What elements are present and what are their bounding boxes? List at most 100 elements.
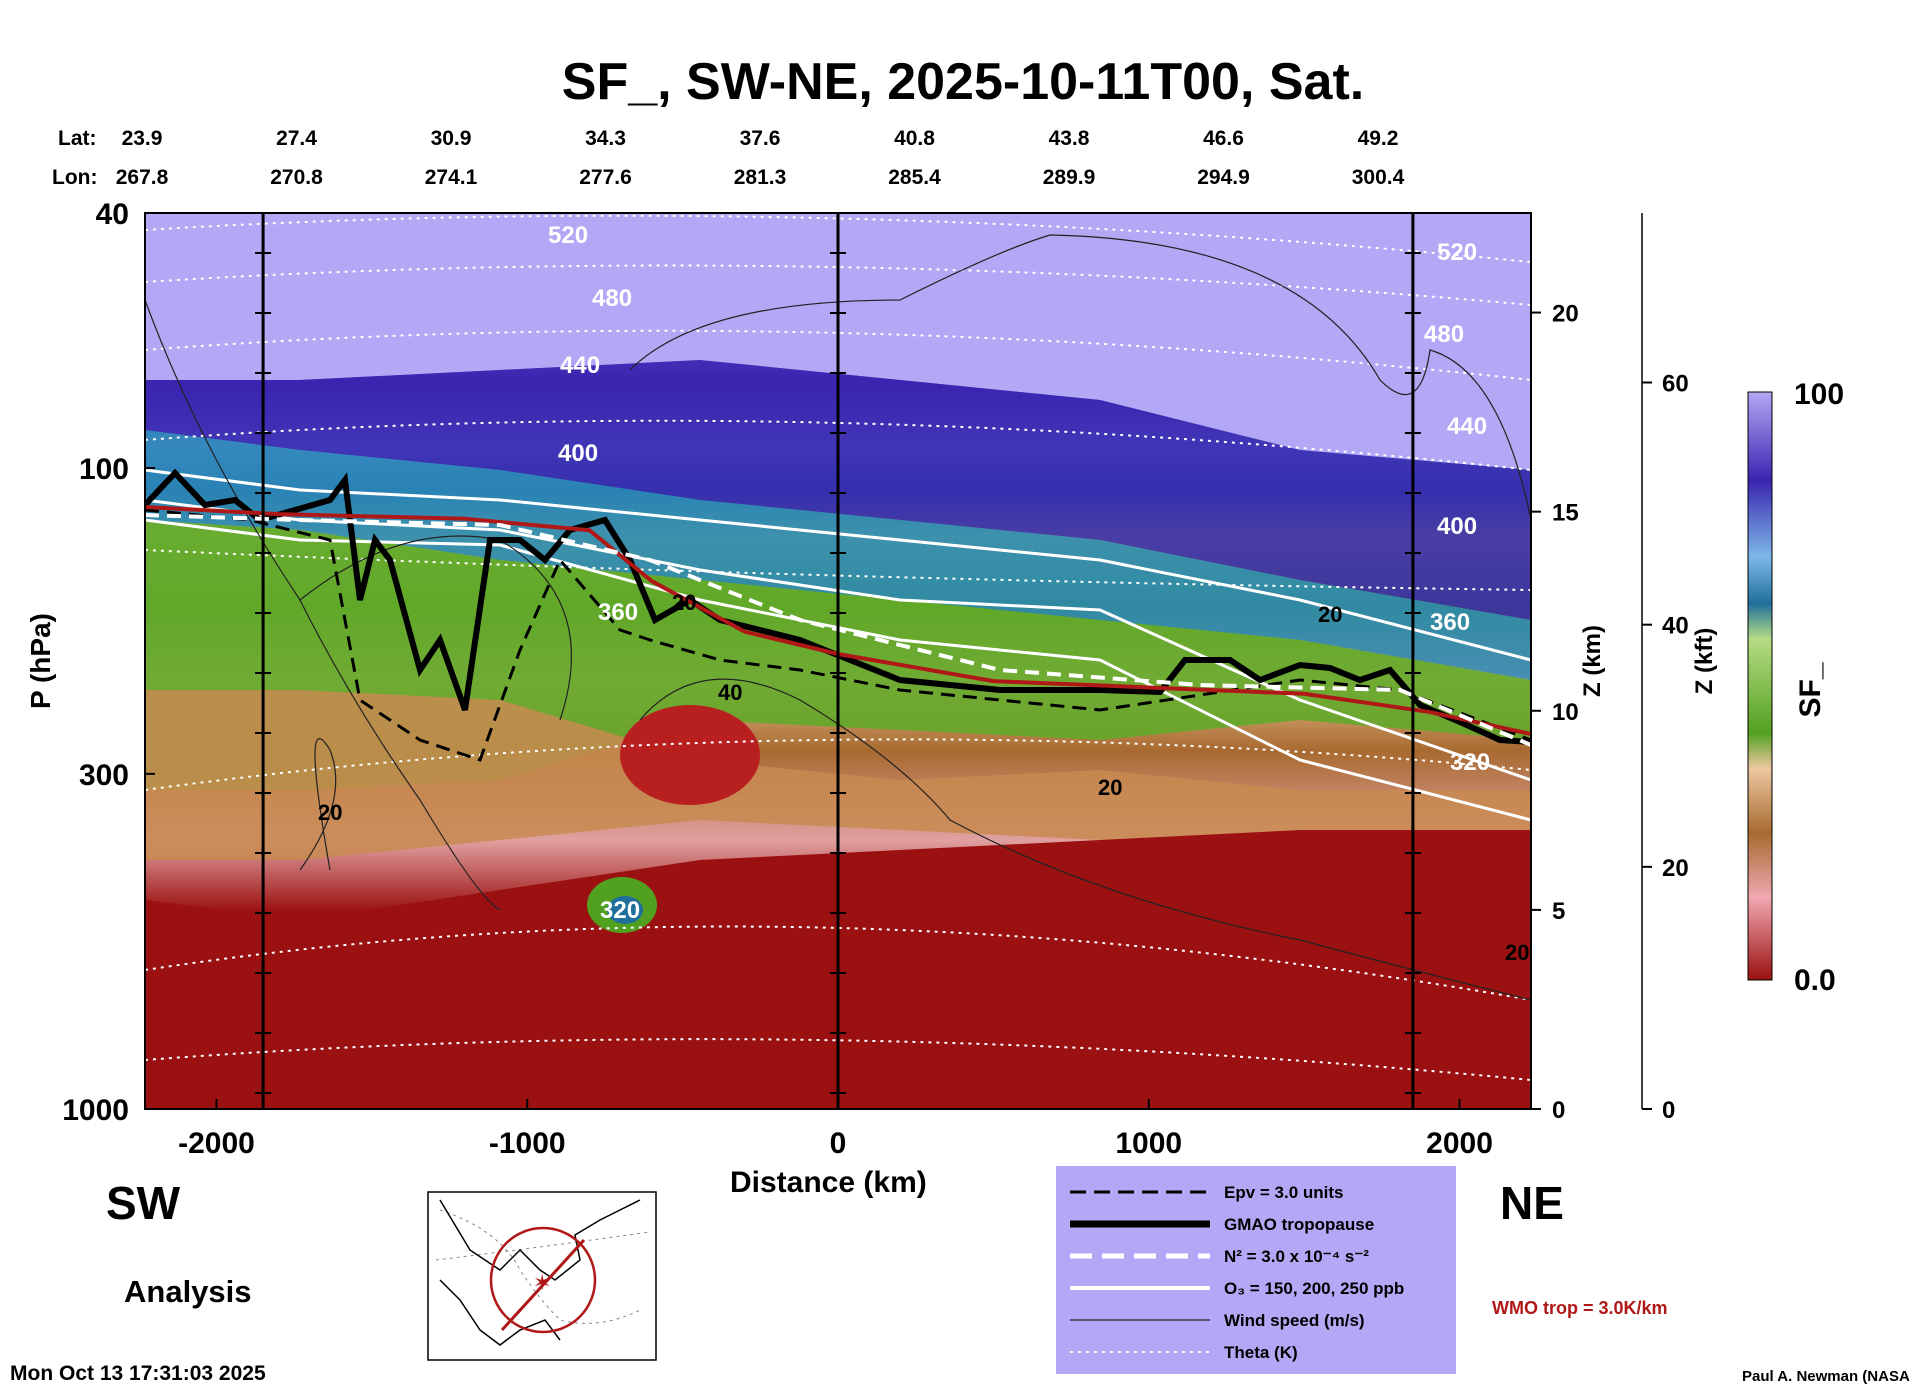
wmo-tropopause-line	[145, 505, 1531, 736]
z-km-label: Z (km)	[1579, 625, 1606, 697]
lat-value: 49.2	[1358, 127, 1399, 150]
wmo-note: WMO trop = 3.0K/km	[1492, 1298, 1668, 1318]
wind-label: 20	[1318, 602, 1342, 627]
wind-label: 20	[1505, 940, 1529, 965]
blue-pocket	[607, 896, 643, 924]
lon-label: Lon:	[52, 166, 97, 189]
direction-sw: SW	[106, 1177, 181, 1229]
red-anomaly	[620, 705, 760, 805]
lon-value: 274.1	[425, 166, 478, 189]
y-tick-label: 300	[79, 759, 129, 792]
lon-value: 300.4	[1352, 166, 1405, 189]
theta-label: 440	[1447, 413, 1487, 440]
inset-center-marker: ✶	[533, 1270, 551, 1295]
theta-label: 440	[560, 352, 600, 379]
z-kft-tick-label: 0	[1662, 1097, 1675, 1124]
gmao-tropopause	[145, 468, 1531, 745]
credit: Paul A. Newman (NASA	[1742, 1368, 1910, 1385]
wind-label: 20	[1098, 775, 1122, 800]
legend-wind-text: Wind speed (m/s)	[1224, 1311, 1365, 1330]
direction-ne: NE	[1500, 1177, 1564, 1229]
theta-label: 480	[592, 285, 632, 312]
lat-value: 37.6	[740, 127, 781, 150]
analysis-label: Analysis	[124, 1274, 252, 1309]
lon-value: 270.8	[270, 166, 323, 189]
legend-theta-text: Theta (K)	[1224, 1343, 1298, 1362]
legend-theta: Theta (K)	[1056, 1338, 1456, 1368]
theta-label: 520	[548, 222, 588, 249]
lat-label: Lat:	[58, 127, 97, 150]
theta-label: 480	[1424, 321, 1464, 348]
lon-value: 285.4	[888, 166, 941, 189]
y-tick-label: 100	[79, 453, 129, 486]
timestamp: Mon Oct 13 17:31:03 2025	[10, 1362, 266, 1385]
theta-contours	[145, 214, 1531, 1081]
x-tick-label: -2000	[178, 1127, 255, 1160]
legend-tropopause-text: GMAO tropopause	[1224, 1215, 1375, 1234]
theta-label: 400	[558, 440, 598, 467]
vertical-marker-lines	[255, 213, 1421, 1109]
x-axis-label: Distance (km)	[730, 1166, 927, 1199]
wind-label: 20	[672, 590, 696, 615]
z-kft-tick-label: 40	[1662, 613, 1689, 640]
legend-wind: Wind speed (m/s)	[1056, 1306, 1456, 1336]
y-axis: 40 100 300 1000	[62, 198, 155, 1127]
z-kft-axis: 0 20 40 60	[1641, 213, 1689, 1124]
legend-n2: N² = 3.0 x 10⁻⁴ s⁻²	[1056, 1242, 1456, 1272]
lon-value: 281.3	[734, 166, 787, 189]
y-axis-label: P (hPa)	[25, 613, 56, 709]
lon-value: 267.8	[116, 166, 169, 189]
theta-label: 360	[1430, 609, 1470, 636]
colorbar-label: SF_	[1794, 662, 1827, 717]
theta-label: 400	[1437, 513, 1477, 540]
inset-section-line	[500, 1238, 586, 1332]
wind-label: 40	[718, 680, 742, 705]
chart-title: SF_, SW-NE, 2025-10-11T00, Sat.	[561, 53, 1365, 111]
lat-value: 30.9	[431, 127, 472, 150]
legend-epv-text: Epv = 3.0 units	[1224, 1183, 1344, 1202]
x-tick-label: 2000	[1426, 1127, 1493, 1160]
legend: Epv = 3.0 units GMAO tropopause N² = 3.0…	[1056, 1166, 1456, 1374]
wind-label-group: 20 40 20 20 20 20	[318, 590, 1529, 965]
lon-value: 289.9	[1043, 166, 1096, 189]
z-km-tick-label: 10	[1552, 699, 1579, 726]
legend-epv: Epv = 3.0 units	[1056, 1178, 1456, 1208]
colorbar-min-label: 0.0	[1794, 964, 1836, 997]
lat-value: 43.8	[1049, 127, 1090, 150]
theta-label-group: 520 480 440 400 360 520 480 440 400 360 …	[548, 222, 1490, 924]
legend-tropopause: GMAO tropopause	[1056, 1210, 1456, 1240]
lat-lon-header: Lat: Lon: 23.9 267.8 27.4 270.8 30.9 274.1 34.3 2…	[52, 127, 1405, 189]
lon-value: 277.6	[579, 166, 632, 189]
lat-value: 40.8	[894, 127, 935, 150]
x-tick-label: -1000	[489, 1127, 566, 1160]
y-tick-label: 40	[96, 198, 129, 231]
lat-value: 23.9	[122, 127, 163, 150]
x-axis: -2000 -1000 0 1000 2000	[178, 1099, 1493, 1160]
lat-value: 34.3	[585, 127, 626, 150]
z-km-tick-label: 0	[1552, 1097, 1565, 1124]
wind-label: 20	[318, 800, 342, 825]
inset-range-circle	[489, 1226, 597, 1334]
x-tick-label: 0	[830, 1127, 847, 1160]
z-km-tick-label: 5	[1552, 898, 1565, 925]
z-km-tick-label: 15	[1552, 500, 1579, 527]
y-tick-label: 1000	[62, 1094, 129, 1127]
z-km-tick-label: 20	[1552, 301, 1579, 328]
colorbar-max-label: 100	[1794, 378, 1844, 411]
lat-value: 46.6	[1203, 127, 1244, 150]
z-km-axis: 0 5 10 15 20	[1530, 213, 1579, 1124]
x-tick-label: 1000	[1115, 1127, 1182, 1160]
z-kft-tick-label: 60	[1662, 371, 1689, 398]
legend-o3: O₃ = 150, 200, 250 ppb	[1056, 1274, 1456, 1304]
legend-o3-text: O₃ = 150, 200, 250 ppb	[1224, 1279, 1405, 1298]
theta-label: 360	[598, 599, 638, 626]
inset-map: ✶	[427, 1191, 657, 1361]
n2-contour	[145, 513, 1531, 747]
theta-label: 320	[600, 897, 640, 924]
lon-value: 294.9	[1197, 166, 1250, 189]
legend-n2-text: N² = 3.0 x 10⁻⁴ s⁻²	[1224, 1247, 1369, 1266]
z-kft-label: Z (kft)	[1691, 628, 1718, 695]
colorbar	[1747, 391, 1773, 981]
